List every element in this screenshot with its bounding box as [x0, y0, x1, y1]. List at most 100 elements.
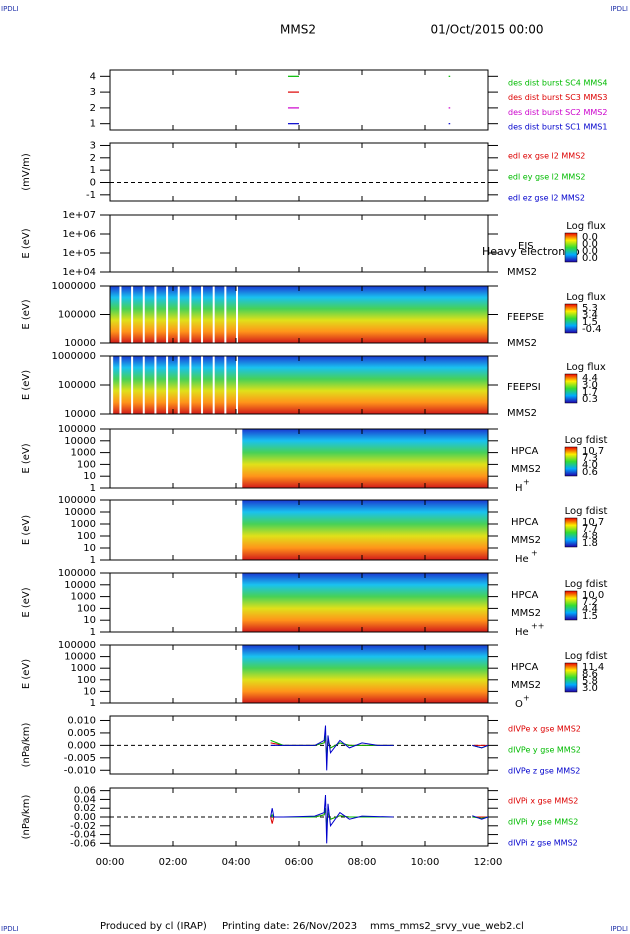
y-tick-label: 1000	[71, 592, 96, 603]
colorbar-label: 7.7	[582, 524, 598, 535]
panel-label: FEEPSE	[507, 312, 544, 323]
y-tick-label: 0.00	[74, 812, 96, 823]
colorbar-label: 10.0	[582, 590, 604, 601]
colorbar-label: 5.3	[582, 303, 598, 314]
colorbar	[564, 662, 578, 693]
colorbar-label: 0.6	[582, 467, 598, 478]
colorbar-title: Log flux	[566, 362, 606, 373]
legend-entry: dIVPi y gse MMS2	[508, 818, 578, 827]
y-tick-label: 0.000	[67, 740, 96, 751]
x-tick-label: 04:00	[222, 857, 251, 868]
colorbar-label: 10.7	[582, 517, 604, 528]
colorbar-label: 1.5	[582, 317, 598, 328]
x-tick-label: 10:00	[411, 857, 440, 868]
y-tick-label: -0.04	[70, 830, 96, 841]
y-tick-label: 0.005	[67, 728, 96, 739]
colorbar-label: 1.5	[582, 611, 598, 622]
colorbar-label: 1.8	[582, 538, 598, 549]
x-tick-label: 02:00	[159, 857, 188, 868]
data-gap	[212, 286, 215, 343]
y-tick-label: 2	[90, 153, 96, 164]
colorbar	[564, 303, 578, 334]
colorbar-title: Log flux	[566, 221, 606, 232]
legend-entry: dIVPe z gse MMS2	[508, 767, 580, 776]
colorbar	[564, 446, 578, 477]
y-tick-label: 10	[83, 471, 96, 482]
x-tick-label: 12:00	[474, 857, 503, 868]
y-tick-label: 1e+07	[62, 210, 96, 221]
legend-entry: des dist burst SC1 MMS1	[508, 123, 607, 132]
data-gap	[236, 356, 238, 414]
colorbar-label: 10.7	[582, 446, 604, 457]
species-charge: +	[531, 549, 538, 558]
colorbar-label: 4.4	[582, 604, 598, 615]
species: He	[515, 554, 529, 565]
y-tick-label: 1000	[71, 519, 96, 530]
y-axis-label: E (eV)	[21, 228, 32, 258]
panel-label: MMS2	[507, 338, 537, 349]
panel-label: MMS2	[511, 608, 541, 619]
data-gap	[166, 356, 169, 414]
data-gap	[224, 286, 227, 343]
colorbar-label: 11.4	[582, 662, 604, 673]
y-tick-label: 0.04	[74, 794, 96, 805]
species-charge: +	[523, 478, 530, 487]
legend-entry: edl ez gse l2 MMS2	[508, 194, 585, 203]
footer-produced: Produced by cl (IRAP)	[100, 921, 207, 932]
data-gap	[201, 286, 204, 343]
y-tick-label: 1000	[71, 663, 96, 674]
legend-entry: des dist burst SC3 MMS3	[508, 93, 607, 102]
y-tick-label: 100	[77, 531, 96, 542]
panel-label: MMS2	[511, 464, 541, 475]
y-tick-label: 1	[90, 165, 96, 176]
colorbar-title: Log flux	[566, 292, 606, 303]
colorbar-label: 0.3	[582, 394, 598, 405]
y-tick-label: 100	[77, 459, 96, 470]
colorbar-label: 8.6	[582, 669, 598, 680]
legend-entry: edl ex gse l2 MMS2	[508, 152, 585, 161]
data-gap	[166, 286, 169, 343]
species: He	[515, 627, 529, 638]
colorbar-label: 3.4	[582, 310, 598, 321]
y-axis-label: E (eV)	[21, 443, 32, 473]
colorbar	[564, 590, 578, 621]
series-line	[270, 794, 489, 844]
footer-printing: Printing date: 26/Nov/2023	[222, 921, 357, 932]
colorbar-label: 5.8	[582, 676, 598, 687]
y-tick-label: 100	[77, 675, 96, 686]
legend-entry: dIVPe x gse MMS2	[508, 725, 581, 734]
spectrogram-image	[242, 500, 488, 560]
date: 01/Oct/2015 00:00	[430, 23, 543, 37]
colorbar-label: 0.0	[582, 253, 598, 264]
data-gap	[154, 356, 157, 414]
y-tick-label: 100000	[58, 640, 96, 651]
y-tick-label: 10000	[64, 409, 96, 420]
y-tick-label: 1e+04	[62, 267, 96, 278]
data-gap	[212, 356, 215, 414]
species-charge: +	[523, 694, 530, 703]
y-tick-label: 1	[90, 119, 96, 130]
corner-tag: IPDLI	[1, 925, 19, 933]
x-tick-label: 00:00	[96, 857, 125, 868]
annotation: Heavy electron to	[482, 245, 580, 258]
colorbar-label: -0.4	[582, 324, 602, 335]
y-tick-label: 1000	[71, 448, 96, 459]
y-tick-label: 0	[90, 177, 96, 188]
x-tick-label: 08:00	[348, 857, 377, 868]
panel-label: HPCA	[511, 662, 539, 673]
spectrogram-image	[242, 573, 488, 632]
y-tick-label: -0.02	[70, 821, 96, 832]
y-tick-label: 0.06	[74, 786, 96, 797]
colorbar-title: Log fdist	[565, 435, 608, 446]
spectrogram-image	[242, 645, 488, 703]
y-tick-label: 100000	[58, 424, 96, 435]
data-gap	[154, 286, 157, 343]
plot-frame	[109, 214, 489, 273]
colorbar-label: 4.8	[582, 531, 598, 542]
y-tick-label: 100	[77, 603, 96, 614]
colorbar-label: 3.0	[582, 380, 598, 391]
panel-label: HPCA	[511, 517, 539, 528]
data-gap	[224, 356, 227, 414]
footer-file: mms_mms2_srvy_vue_web2.cl	[370, 921, 524, 932]
